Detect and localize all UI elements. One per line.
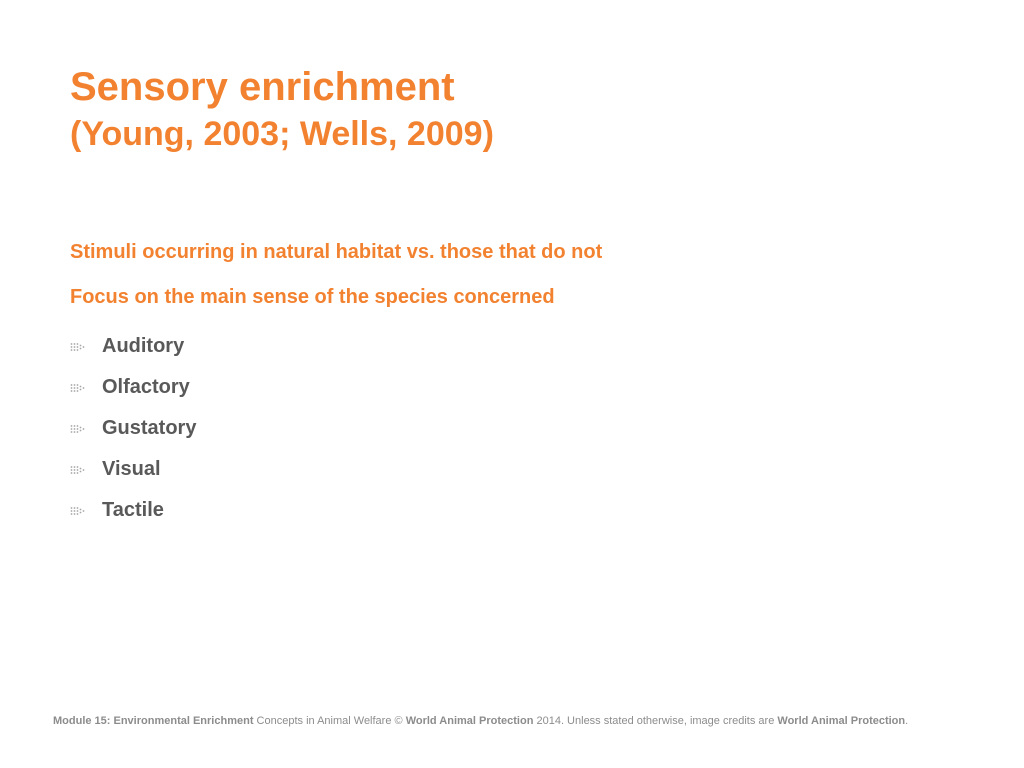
- footer-end: .: [905, 715, 909, 727]
- footer-course: Concepts in Animal Welfare ©: [253, 715, 406, 727]
- list-item-label: Visual: [102, 458, 161, 480]
- dotted-arrow-icon: [70, 342, 85, 351]
- footer-org-2: World Animal Protection: [777, 715, 906, 727]
- list-item: Gustatory: [70, 408, 196, 449]
- list-item: Visual: [70, 449, 196, 490]
- footer-module: Module 15: Environmental Enrichment: [53, 715, 254, 727]
- title-block: Sensory enrichment (Young, 2003; Wells, …: [70, 62, 494, 156]
- point-stimuli: Stimuli occurring in natural habitat vs.…: [70, 241, 603, 263]
- list-item: Auditory: [70, 326, 196, 367]
- list-item-label: Tactile: [102, 499, 164, 521]
- dotted-arrow-icon: [70, 424, 85, 433]
- footer-credits: Module 15: Environmental Enrichment Conc…: [53, 714, 908, 728]
- point-focus: Focus on the main sense of the species c…: [70, 286, 555, 308]
- list-item: Tactile: [70, 490, 196, 531]
- footer-credits-text: 2014. Unless stated otherwise, image cre…: [533, 715, 778, 727]
- list-item: Olfactory: [70, 367, 196, 408]
- dotted-arrow-icon: [70, 506, 85, 515]
- footer-org: World Animal Protection: [405, 715, 534, 727]
- list-item-label: Gustatory: [102, 417, 197, 439]
- list-item-label: Olfactory: [102, 376, 190, 398]
- slide-title: Sensory enrichment: [70, 65, 455, 109]
- list-item-label: Auditory: [102, 335, 185, 357]
- dotted-arrow-icon: [70, 383, 85, 392]
- sense-list: Auditory Olfactory Gustatory Visual Tact…: [70, 326, 196, 531]
- slide-subtitle: (Young, 2003; Wells, 2009): [70, 115, 494, 153]
- dotted-arrow-icon: [70, 465, 85, 474]
